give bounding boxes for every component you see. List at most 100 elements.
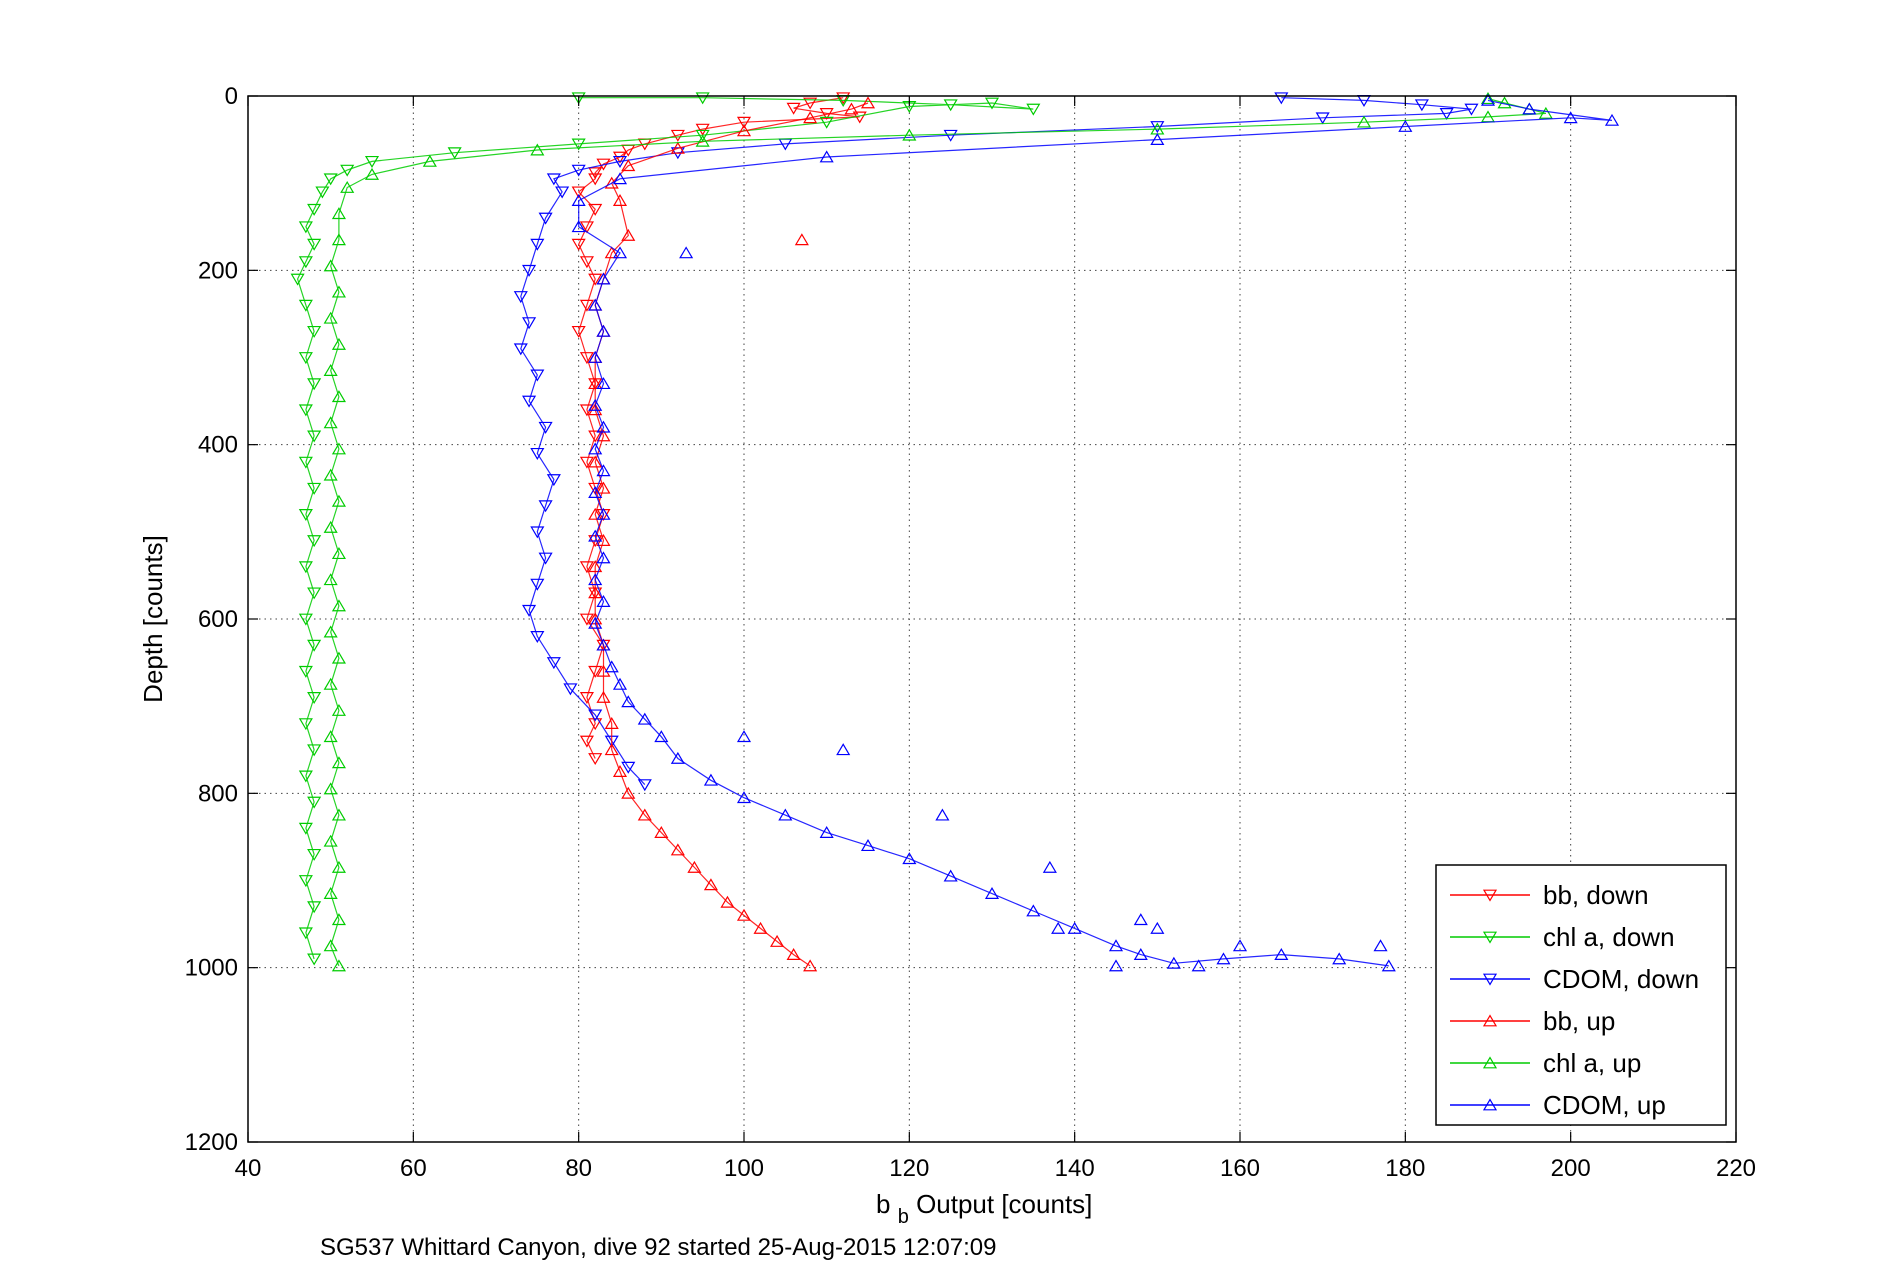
data-point	[588, 398, 603, 411]
data-point	[546, 474, 561, 487]
data-point	[588, 203, 603, 216]
y-tick-label: 0	[225, 83, 238, 110]
data-point	[860, 96, 876, 109]
data-point	[637, 808, 652, 821]
y-tick-label: 400	[198, 432, 238, 459]
data-point	[679, 246, 694, 259]
data-point	[563, 683, 578, 696]
data-point	[803, 959, 818, 972]
data-point	[596, 377, 611, 390]
data-point	[307, 378, 322, 391]
data-point	[695, 123, 710, 136]
data-point	[530, 238, 545, 251]
data-point	[703, 878, 718, 891]
series-line	[578, 99, 1613, 967]
x-axis-label: b b Output [counts]	[876, 1189, 1092, 1229]
data-point	[298, 613, 313, 626]
x-tick-label: 200	[1551, 1155, 1591, 1182]
data-point	[1026, 904, 1041, 917]
legend-item: chl a, up	[1450, 1048, 1641, 1078]
y-tick-label: 200	[198, 257, 238, 284]
series-3	[513, 92, 1479, 792]
data-point	[1191, 959, 1206, 972]
data-point	[298, 561, 313, 574]
data-point	[695, 129, 710, 142]
data-point	[860, 839, 876, 852]
legend-marker	[1482, 1056, 1498, 1069]
data-point	[1274, 948, 1289, 960]
data-point	[298, 718, 313, 731]
data-point	[307, 901, 322, 914]
legend-item: CDOM, up	[1450, 1090, 1666, 1120]
data-point	[307, 482, 322, 495]
data-point	[778, 808, 793, 821]
data-point	[579, 735, 594, 748]
data-point	[323, 416, 338, 429]
data-point	[1356, 115, 1372, 128]
data-point	[307, 535, 322, 548]
data-point	[819, 825, 834, 838]
data-point	[786, 102, 801, 115]
data-point	[703, 773, 718, 786]
data-point	[1133, 948, 1148, 960]
data-point	[852, 111, 867, 124]
data-point	[612, 151, 628, 164]
data-point	[612, 172, 628, 185]
data-point	[447, 147, 462, 160]
data-point	[588, 482, 603, 495]
data-point	[596, 690, 611, 703]
data-point	[670, 129, 685, 142]
legend-box	[1435, 864, 1727, 1126]
data-point	[571, 164, 586, 177]
y-tick-label: 800	[198, 780, 238, 807]
data-point	[307, 203, 322, 216]
data-point	[530, 578, 545, 591]
data-point	[670, 751, 685, 764]
data-point	[736, 908, 752, 921]
data-point	[1042, 860, 1057, 873]
data-point	[596, 551, 611, 564]
data-point	[1480, 92, 1496, 105]
data-point	[307, 430, 322, 443]
data-point	[1373, 939, 1388, 952]
data-point	[298, 221, 313, 234]
data-point	[588, 586, 603, 599]
series-5	[323, 92, 1553, 972]
data-point	[1538, 106, 1553, 119]
data-point	[298, 822, 313, 835]
data-point	[298, 456, 313, 469]
data-point	[612, 194, 628, 206]
legend-item: CDOM, down	[1450, 964, 1699, 994]
data-point	[1604, 113, 1620, 126]
series-line	[577, 97, 860, 759]
data-point	[579, 256, 594, 269]
data-point	[546, 173, 561, 186]
data-point	[323, 573, 338, 586]
y-tick-label: 1000	[185, 955, 238, 982]
data-point	[612, 764, 628, 777]
data-point	[670, 843, 685, 856]
data-point	[604, 660, 619, 673]
data-point	[943, 869, 958, 882]
data-point	[364, 155, 380, 168]
data-point	[579, 221, 594, 234]
data-point	[588, 377, 603, 390]
data-point	[298, 404, 313, 417]
data-point	[1315, 112, 1330, 125]
data-point	[1414, 99, 1429, 112]
data-point	[736, 730, 752, 743]
data-point	[298, 509, 313, 521]
data-point	[579, 613, 594, 626]
legend-item: bb, down	[1450, 880, 1649, 910]
data-point	[331, 390, 346, 403]
data-point	[736, 124, 752, 137]
data-point	[588, 273, 603, 286]
data-point	[538, 552, 553, 565]
grid-layer	[248, 96, 1736, 1142]
data-point	[307, 692, 322, 705]
data-point	[323, 625, 338, 638]
data-point	[654, 730, 669, 743]
legend-label: bb, up	[1543, 1006, 1615, 1036]
